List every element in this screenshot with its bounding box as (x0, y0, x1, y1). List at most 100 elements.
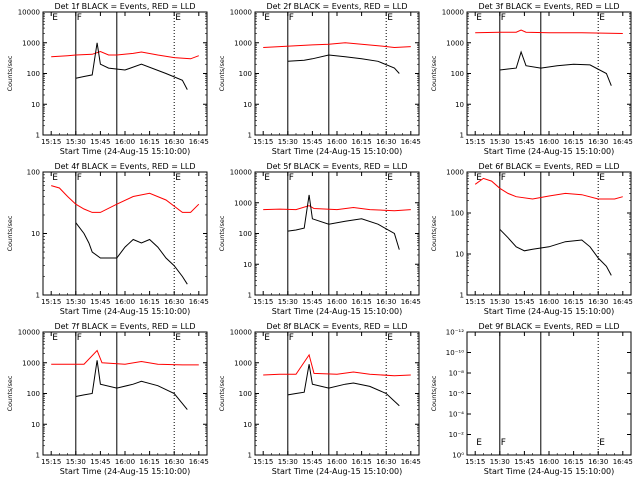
interval-label: E (52, 13, 58, 23)
x-tick-label: 15:15 (41, 458, 61, 466)
x-tick-label: 15:45 (90, 298, 110, 306)
x-tick-label: 15:30 (490, 458, 510, 466)
events-series-line (499, 50, 612, 86)
y-tick-label: 1 (36, 292, 40, 300)
x-tick-label: 15:15 (41, 138, 61, 146)
panel-6: 1 10 100 1000 15:15 15:30 15:45 16:00 16:15 16:30… (430, 162, 633, 316)
x-tick-label: 15:15 (253, 298, 273, 306)
x-tick-label: 16:30 (588, 298, 608, 306)
events-series-line (499, 228, 612, 276)
y-tick-label: 10000 (18, 9, 40, 17)
x-tick-label: 15:15 (465, 298, 485, 306)
x-axis-label: Start Time (24-Aug-15 15:10:00) (60, 307, 191, 316)
interval-label: E (599, 13, 605, 23)
x-tick-label: 16:00 (539, 458, 559, 466)
x-tick-label: 16:00 (115, 458, 135, 466)
y-tick-label: 100 (27, 390, 40, 398)
plot-frame (466, 171, 632, 296)
x-tick-label: 16:45 (401, 138, 421, 146)
y-tick-label: 10 (31, 421, 40, 429)
lld-series-line (263, 42, 411, 49)
x-axis-label: Start Time (24-Aug-15 15:10:00) (484, 307, 615, 316)
x-tick-label: 15:45 (302, 458, 322, 466)
y-tick-label: 1000 (234, 199, 252, 207)
x-axis-label: Start Time (24-Aug-15 15:10:00) (484, 147, 615, 156)
y-tick-label: 10 (31, 230, 40, 238)
x-tick-label: 16:15 (140, 298, 160, 306)
x-tick-label: 16:00 (115, 298, 135, 306)
panel-title: Det 7f BLACK = Events, RED = LLD (54, 322, 195, 331)
interval-label: E (387, 333, 393, 343)
x-tick-label: 15:15 (253, 138, 273, 146)
y-tick-label: 100 (451, 210, 464, 218)
x-tick-label: 15:30 (66, 138, 86, 146)
y-tick-label: 10000 (230, 169, 252, 177)
panel-1: 1 10 100 1000 10000 15:15 15:30 15:45 16:00 16:15… (6, 2, 209, 156)
y-tick-label: 10000 (18, 329, 40, 337)
events-series-line (287, 194, 400, 250)
interval-label: E (476, 13, 482, 23)
events-series-line (75, 222, 188, 285)
y-axis-label: Counts/sec (218, 375, 226, 411)
y-axis-label: Counts/sec (430, 215, 438, 251)
interval-label: E (476, 173, 482, 183)
panel-8: 1 10 100 1000 10000 15:15 15:30 15:45 16:00 16:15… (218, 322, 421, 476)
x-tick-label: 16:30 (164, 298, 184, 306)
y-tick-label: 10⁻⁸ (449, 370, 465, 378)
y-tick-label: 100 (27, 169, 40, 177)
interval-label: E (264, 333, 270, 343)
interval-label: F (501, 13, 506, 23)
y-tick-label: 100 (239, 70, 252, 78)
y-tick-label: 10000 (442, 9, 464, 17)
x-tick-label: 15:45 (514, 138, 534, 146)
y-tick-label: 10⁻¹⁰ (446, 349, 464, 357)
interval-label: F (77, 13, 82, 23)
y-tick-label: 10⁻⁴ (449, 411, 465, 419)
y-tick-label: 10⁻² (449, 431, 465, 439)
x-axis-label: Start Time (24-Aug-15 15:10:00) (272, 467, 403, 476)
x-axis-label: Start Time (24-Aug-15 15:10:00) (60, 147, 191, 156)
y-tick-label: 100 (451, 70, 464, 78)
x-tick-label: 16:00 (539, 138, 559, 146)
y-tick-label: 1 (248, 452, 252, 460)
y-tick-label: 10⁰ (452, 452, 464, 460)
plot-frame (42, 331, 208, 456)
x-axis-label: Start Time (24-Aug-15 15:10:00) (272, 147, 403, 156)
x-tick-label: 15:30 (490, 298, 510, 306)
panel-title: Det 3f BLACK = Events, RED = LLD (478, 2, 619, 11)
x-tick-label: 16:30 (588, 138, 608, 146)
events-series-line (75, 360, 188, 410)
x-tick-label: 15:45 (514, 458, 534, 466)
x-tick-label: 16:15 (564, 138, 584, 146)
x-tick-label: 16:00 (115, 138, 135, 146)
x-tick-label: 15:30 (278, 298, 298, 306)
interval-label: E (264, 13, 270, 23)
y-axis-label: Counts/sec (6, 215, 14, 251)
x-tick-label: 15:45 (90, 138, 110, 146)
y-tick-label: 1 (248, 132, 252, 140)
x-tick-label: 15:45 (514, 298, 534, 306)
x-axis-label: Start Time (24-Aug-15 15:10:00) (272, 307, 403, 316)
lld-series-line (475, 29, 623, 34)
interval-label: F (501, 438, 506, 448)
y-tick-label: 10 (243, 101, 252, 109)
interval-label: F (289, 333, 294, 343)
interval-label: E (387, 173, 393, 183)
x-tick-label: 15:30 (66, 458, 86, 466)
plot-frame (466, 331, 632, 456)
events-series-line (287, 54, 400, 74)
interval-label: E (476, 438, 482, 448)
y-tick-label: 100 (239, 230, 252, 238)
y-tick-label: 10 (243, 421, 252, 429)
interval-label: E (599, 173, 605, 183)
x-tick-label: 16:45 (613, 458, 633, 466)
lld-series-line (51, 349, 199, 366)
y-tick-label: 1 (36, 452, 40, 460)
x-tick-label: 15:45 (90, 458, 110, 466)
y-tick-label: 1000 (22, 359, 40, 367)
panel-title: Det 2f BLACK = Events, RED = LLD (266, 2, 407, 11)
x-tick-label: 15:30 (66, 298, 86, 306)
y-tick-label: 10 (455, 101, 464, 109)
lld-series-line (474, 177, 623, 200)
y-tick-label: 1000 (234, 39, 252, 47)
